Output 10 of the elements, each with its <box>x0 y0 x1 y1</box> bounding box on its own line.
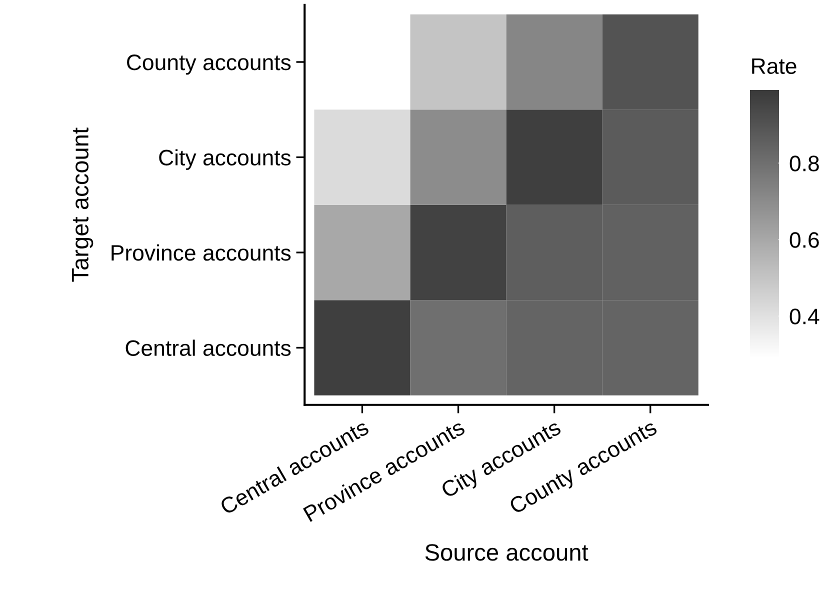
y-axis-title: Target account <box>72 128 94 282</box>
y-tick-label: City accounts <box>159 149 291 170</box>
y-tick-label: County accounts <box>127 54 291 75</box>
color-bar-label: 0.8 <box>790 156 819 172</box>
x-axis-title: Source account <box>425 544 588 561</box>
color-bar-title: Rate <box>752 58 796 74</box>
y-tick-label: Central accounts <box>126 340 291 356</box>
y-tick-label: Province accounts <box>112 244 291 261</box>
color-bar-label: 0.6 <box>790 232 819 248</box>
color-bar-label: 0.4 <box>790 308 820 324</box>
